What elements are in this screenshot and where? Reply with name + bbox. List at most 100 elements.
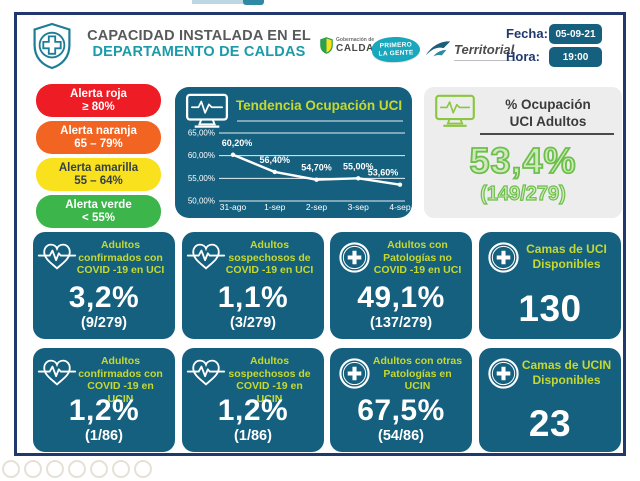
svg-text:65,00%: 65,00% [188, 129, 215, 138]
stat-card-ucin-beds-available: Camas de UCIN Disponibles 23 [479, 348, 621, 452]
stat-card-fraction: (1/86) [234, 428, 272, 444]
alert-label: Alerta roja [70, 87, 127, 100]
territorial-swoosh-icon [425, 41, 451, 57]
heart-pulse-icon [37, 241, 77, 272]
gobernacion-caldas-logo: Gobernación de CALDAS [320, 37, 381, 54]
alert-label: Alerta naranja [60, 124, 137, 137]
svg-text:54,70%: 54,70% [301, 163, 332, 173]
alert-range: 55 – 64% [74, 174, 123, 187]
alert-range: 65 – 79% [74, 137, 123, 150]
heart-pulse-icon [186, 357, 226, 388]
svg-text:53,60%: 53,60% [368, 168, 399, 178]
social-watermark-icon [90, 460, 108, 478]
stat-card-ucin-covid-confirmed: Adultos confirmados con COVID -19 en UCI… [33, 348, 175, 452]
occupancy-title-line2: UCI Adultos [509, 114, 587, 129]
svg-text:55,00%: 55,00% [188, 174, 215, 183]
medical-cross-icon [487, 357, 520, 390]
alert-pill-amarilla: Alerta amarilla 55 – 64% [36, 158, 161, 191]
medical-cross-icon [338, 241, 371, 274]
heart-pulse-icon [37, 357, 77, 388]
stat-card-ucin-other-pathologies: Adultos con otras Patologías en UCIN 67,… [330, 348, 472, 452]
occupancy-title-underline [480, 133, 614, 135]
svg-text:4-sep: 4-sep [389, 202, 411, 212]
stat-card-value: 1,2% [217, 394, 289, 427]
svg-text:56,40%: 56,40% [259, 155, 290, 165]
occupancy-fraction: (149/279) [480, 182, 567, 205]
stat-card-uci-non-covid: Adultos con Patologías no COVID -19 en U… [330, 232, 472, 339]
alert-pill-verde: Alerta verde < 55% [36, 195, 161, 228]
stat-card-uci-beds-available: Camas de UCI Disponibles 130 [479, 232, 621, 339]
top-cropped-banner [192, 0, 244, 4]
page-title: CAPACIDAD INSTALADA EN EL DEPARTAMENTO D… [80, 28, 318, 60]
stat-card-title: Adultos con otras Patologías en UCIN [372, 355, 463, 392]
medical-cross-icon [338, 357, 371, 390]
fecha-label: Fecha: [506, 26, 548, 41]
territorial-logo-text: Territorial [454, 41, 515, 57]
territorial-logo: Territorial [424, 37, 514, 61]
svg-text:50,00%: 50,00% [188, 197, 215, 206]
social-watermark-icon [46, 460, 64, 478]
stat-card-value: 67,5% [357, 394, 445, 427]
stat-card-value: 1,1% [217, 281, 289, 314]
alert-range: ≥ 80% [82, 100, 115, 113]
hora-label: Hora: [506, 49, 540, 64]
primero-line2: LA GENTE [378, 48, 414, 58]
stat-card-fraction: (9/279) [81, 315, 127, 331]
stat-card-ucin-covid-suspected: Adultos sospechosos de COVID -19 en UCIN… [182, 348, 324, 452]
alert-range: < 55% [82, 211, 115, 224]
fecha-value: 05-09-21 [549, 24, 602, 44]
svg-text:31-ago: 31-ago [220, 202, 247, 212]
alert-pill-naranja: Alerta naranja 65 – 79% [36, 121, 161, 154]
stat-card-title: Camas de UCIN Disponibles [521, 358, 612, 387]
stat-card-value: 3,2% [68, 281, 140, 314]
monitor-pulse-icon-green [433, 94, 477, 128]
stat-card-title: Adultos confirmados con COVID -19 en UCI [76, 239, 165, 276]
stat-card-title: Adultos con Patologías no COVID -19 en U… [373, 239, 462, 276]
heart-pulse-icon [186, 241, 226, 272]
stat-card-fraction: (3/279) [230, 315, 276, 331]
social-watermark-icon [68, 460, 86, 478]
caldas-logo-small-text: Gobernación de [336, 37, 375, 43]
stat-card-title: Camas de UCI Disponibles [526, 242, 607, 271]
stat-card-title: Adultos sospechosos de COVID -19 en UCI [225, 239, 314, 276]
stat-card-fraction: (137/279) [369, 315, 433, 331]
social-watermark-icon [134, 460, 152, 478]
top-cropped-banner-tab [243, 0, 264, 5]
svg-text:60,00%: 60,00% [188, 151, 215, 160]
occupancy-title: % Ocupación UCI Adultos [482, 96, 614, 130]
stat-card-value: 1,2% [68, 394, 140, 427]
occupancy-title-line1: % Ocupación [505, 97, 591, 112]
caldas-logo-name: CALDAS [336, 43, 382, 54]
svg-text:3-sep: 3-sep [348, 202, 370, 212]
alert-label: Alerta verde [65, 198, 132, 211]
chart-title: Tendencia Ocupación UCI [235, 98, 403, 113]
social-watermark-icon [112, 460, 130, 478]
page-title-line1: CAPACIDAD INSTALADA EN EL [87, 28, 311, 44]
stat-card-fraction: (1/86) [85, 428, 123, 444]
caldas-shield-icon [320, 37, 333, 54]
medical-cross-icon [487, 241, 520, 274]
hora-value: 19:00 [549, 47, 602, 67]
social-watermark-icon [2, 460, 20, 478]
svg-text:2-sep: 2-sep [306, 202, 328, 212]
health-shield-logo-icon [30, 22, 74, 70]
uci-trend-chart-panel: Tendencia Ocupación UCI 65,00% 60,00% 55,0… [175, 87, 412, 218]
svg-text:60,20%: 60,20% [222, 138, 253, 148]
stat-card-fraction: (54/86) [378, 428, 424, 444]
uci-occupancy-box: % Ocupación UCI Adultos 53,4% (149/279) [424, 87, 622, 218]
territorial-tagline-line [454, 60, 516, 61]
svg-text:1-sep: 1-sep [264, 202, 286, 212]
stat-card-uci-covid-confirmed: Adultos confirmados con COVID -19 en UCI… [33, 232, 175, 339]
alert-label: Alerta amarilla [58, 161, 139, 174]
stat-card-uci-covid-suspected: Adultos sospechosos de COVID -19 en UCI … [182, 232, 324, 339]
uci-trend-line-chart: 65,00% 60,00% 55,00% 50,00% 60,20% 56,40% 54,7… [188, 120, 411, 212]
page-title-line2: DEPARTAMENTO DE CALDAS [92, 44, 306, 60]
stat-card-value: 130 [518, 288, 582, 329]
alert-pill-roja: Alerta roja ≥ 80% [36, 84, 161, 117]
caldas-logo-text: Gobernación de CALDAS [336, 37, 381, 54]
stat-card-title: Adultos confirmados con COVID -19 en UCI… [78, 355, 163, 405]
stat-card-value: 49,1% [357, 281, 445, 314]
social-watermark-icon [24, 460, 42, 478]
svg-text:55,00%: 55,00% [343, 161, 374, 171]
